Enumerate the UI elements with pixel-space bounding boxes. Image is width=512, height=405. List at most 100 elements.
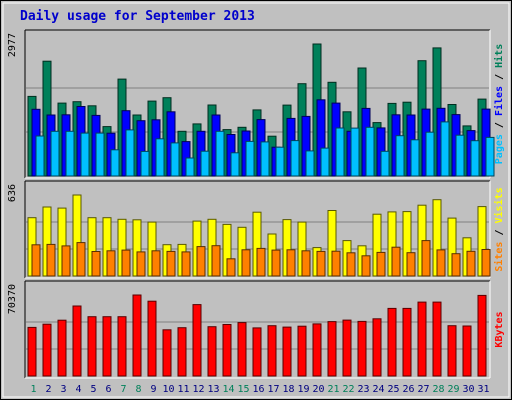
series-kbytes: KBytes 1: 42200 KBytes 2: 45000 KBytes 3: … (27, 294, 487, 377)
bar-sites-day-17: Sites 17: 203 (271, 249, 281, 277)
bar-kbytes-day-29: KBytes 29: 43700 (447, 325, 457, 377)
bar-pages-day-12: Pages 12: 560 (200, 150, 210, 177)
day-label-7: 7 (120, 384, 126, 395)
bar-sites-day-29: Sites 29: 175 (451, 253, 461, 277)
bar-pages-day-6: Pages 6: 590 (110, 149, 120, 177)
day-label-12: 12 (192, 384, 204, 395)
day-label-18: 18 (282, 384, 294, 395)
chart-title: Daily usage for September 2013 (20, 9, 255, 24)
bar-kbytes-day-10: KBytes 10: 40100 (162, 329, 172, 377)
bar-pages-day-29: Pages 29: 921 (455, 134, 465, 177)
bar-kbytes-day-26: KBytes 26: 58700 (402, 307, 412, 377)
day-label-24: 24 (372, 384, 384, 395)
bar-pages-day-14: Pages 14: 524 (230, 152, 240, 177)
bar-kbytes-day-19: KBytes 19: 43300 (297, 325, 307, 377)
day-label-13: 13 (207, 384, 219, 395)
bar-kbytes-day-13: KBytes 13: 42800 (207, 326, 217, 377)
bar-sites-day-1: Sites 1: 245 (31, 244, 41, 277)
bar-sites-day-14: Sites 14: 135 (226, 258, 236, 277)
bar-kbytes-day-6: KBytes 6: 51500 (102, 316, 112, 377)
panel-hits_files_pages: Hits 1: 1795Hits 2: 2588Hits 3: 1645Hits… (7, 29, 505, 179)
legend-entry-kbytes: KBytes (494, 311, 505, 347)
bar-pages-day-17: Pages 17: 650 (275, 146, 285, 177)
bar-pages-day-27: Pages 27: 988 (425, 131, 435, 177)
bar-pages-day-26: Pages 26: 817 (410, 139, 420, 177)
bar-sites-day-30: Sites 30: 194 (466, 250, 476, 277)
bar-kbytes-day-7: KBytes 7: 51500 (117, 316, 127, 377)
bar-pages-day-15: Pages 15: 780 (245, 140, 255, 177)
day-label-23: 23 (357, 384, 369, 395)
bar-kbytes-day-3: KBytes 3: 48500 (57, 319, 67, 377)
bar-pages-day-30: Pages 30: 796 (470, 140, 480, 177)
bar-kbytes-day-12: KBytes 12: 62000 (192, 304, 202, 377)
legend-kbytes: KBytes (494, 311, 505, 347)
bar-kbytes-day-27: KBytes 27: 64200 (417, 301, 427, 377)
bar-sites-day-13: Sites 13: 238 (211, 245, 221, 277)
day-label-29: 29 (447, 384, 459, 395)
bar-pages-day-23: Pages 23: 1098 (365, 126, 375, 177)
panel-kbytes: KBytes 1: 42200 KBytes 2: 45000 KBytes 3: … (7, 280, 505, 379)
bar-kbytes-day-16: KBytes 16: 41800 (252, 327, 262, 377)
bar-sites-day-3: Sites 3: 236 (61, 245, 71, 277)
bar-sites-day-19: Sites 19: 198 (301, 250, 311, 277)
y-max-label-visits_sites: 636 (7, 184, 18, 202)
legend-entry-hits: Hits (493, 44, 505, 74)
day-label-10: 10 (162, 384, 174, 395)
bar-kbytes-day-4: KBytes 4: 60800 (72, 305, 82, 377)
bar-sites-day-6: Sites 6: 198 (106, 250, 116, 277)
bar-sites-day-2: Sites 2: 248 (46, 243, 56, 277)
legend-hits_files_pages: Pages / Files / Hits (493, 44, 505, 164)
day-label-16: 16 (252, 384, 264, 395)
day-label-20: 20 (312, 384, 324, 395)
legend-entry-files: Files (493, 86, 505, 122)
bar-kbytes-day-31: KBytes 31: 70000 (477, 294, 487, 377)
bar-pages-day-31: Pages 31: 870 (485, 136, 495, 177)
day-label-21: 21 (327, 384, 339, 395)
series-sites: Sites 1: 245 Sites 2: 248 Sites 3: 236 Site… (31, 240, 491, 277)
day-label-2: 2 (45, 384, 51, 395)
legend-separator: / (494, 122, 505, 134)
bar-sites-day-22: Sites 22: 182 (346, 252, 356, 277)
day-label-11: 11 (177, 384, 189, 395)
bar-kbytes-day-5: KBytes 5: 51500 (87, 316, 97, 377)
series-pages: Pages 1: 901 Pages 2: 1007 Pages 3: 1007 Pa… (35, 121, 495, 177)
day-label-25: 25 (387, 384, 399, 395)
bar-sites-day-12: Sites 12: 231 (196, 246, 206, 277)
day-label-19: 19 (297, 384, 309, 395)
bar-sites-day-27: Sites 27: 278 (421, 240, 431, 277)
bar-kbytes-day-25: KBytes 25: 58700 (387, 307, 397, 377)
day-label-1: 1 (30, 384, 36, 395)
bar-kbytes-day-11: KBytes 11: 42000 (177, 327, 187, 377)
legend-visits_sites: Sites / Visits (493, 187, 505, 271)
bar-pages-day-28: Pages 28: 1219 (440, 121, 450, 177)
bar-sites-day-16: Sites 16: 217 (256, 247, 266, 277)
day-label-26: 26 (402, 384, 414, 395)
day-label-5: 5 (90, 384, 96, 395)
day-label-3: 3 (60, 384, 66, 395)
bar-pages-day-18: Pages 18: 799 (290, 140, 300, 177)
legend-separator: / (494, 74, 505, 86)
bar-kbytes-day-20: KBytes 20: 45300 (312, 323, 322, 377)
bar-sites-day-4: Sites 4: 262 (76, 242, 86, 277)
y-max-label-hits_files_pages: 2977 (7, 33, 18, 57)
bar-kbytes-day-17: KBytes 17: 43700 (267, 325, 277, 377)
bar-pages-day-22: Pages 22: 1080 (350, 127, 360, 177)
bar-pages-day-19: Pages 19: 567 (305, 150, 315, 177)
bar-kbytes-day-21: KBytes 21: 47300 (327, 321, 337, 377)
bar-kbytes-day-1: KBytes 1: 42200 (27, 326, 37, 377)
day-label-14: 14 (222, 384, 234, 395)
day-label-27: 27 (417, 384, 429, 395)
bar-sites-day-10: Sites 10: 193 (166, 250, 176, 277)
bar-kbytes-day-9: KBytes 9: 65000 (147, 300, 157, 377)
day-label-22: 22 (342, 384, 354, 395)
bar-kbytes-day-15: KBytes 15: 46400 (237, 322, 247, 377)
bar-pages-day-11: Pages 11: 406 (185, 157, 195, 177)
bar-kbytes-day-28: KBytes 28: 64200 (432, 301, 442, 377)
day-label-6: 6 (105, 384, 111, 395)
bar-sites-day-9: Sites 9: 198 (151, 250, 161, 277)
bar-kbytes-day-14: KBytes 14: 44700 (222, 324, 232, 377)
legend-entry-pages: Pages (494, 134, 505, 164)
bar-sites-day-25: Sites 25: 226 (391, 246, 401, 277)
